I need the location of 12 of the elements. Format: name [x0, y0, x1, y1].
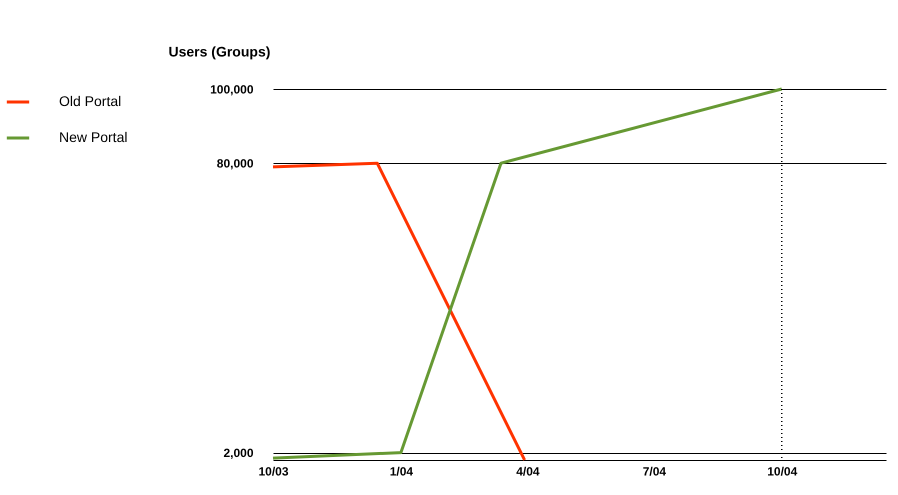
x-tick-label: 10/03: [258, 464, 289, 478]
x-tick-label: 4/04: [516, 464, 540, 478]
y-axis-title: Users (Groups): [168, 44, 270, 60]
x-tick-label: 7/04: [642, 464, 666, 478]
legend-label: New Portal: [59, 129, 128, 145]
y-tick-label: 80,000: [216, 156, 254, 171]
x-tick-label: 1/04: [390, 464, 414, 478]
y-tick-label: 100,000: [210, 82, 254, 96]
line-series: [272, 88, 784, 460]
x-tick-label: 10/04: [767, 464, 798, 478]
legend-label: Old Portal: [59, 93, 122, 109]
y-tick-label: 2,000: [223, 446, 254, 460]
